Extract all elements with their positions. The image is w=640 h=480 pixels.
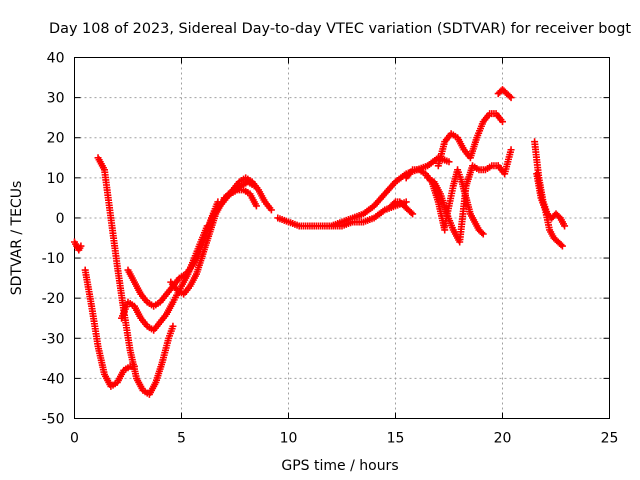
data-point-marker — [390, 199, 398, 207]
data-point-marker — [407, 209, 415, 217]
y-tick-label: 30 — [47, 91, 65, 107]
data-point-marker — [478, 229, 486, 237]
series-arc-5 — [124, 198, 222, 310]
data-point-marker — [409, 210, 417, 218]
data-point-marker — [267, 206, 275, 214]
y-tick-label: 10 — [47, 171, 65, 187]
y-tick-label: 20 — [47, 131, 65, 147]
data-point-marker — [445, 158, 453, 166]
plot-frame — [74, 57, 610, 419]
series-arc-19 — [533, 170, 566, 250]
y-tick-label: -50 — [42, 412, 65, 428]
data-point-marker — [558, 242, 566, 250]
y-axis-tick-labels: -50 -40 -30 -20 -10 0 10 20 30 40 — [42, 51, 65, 428]
series-arc-3 — [94, 154, 177, 398]
x-axis-tick-labels: 0 5 10 15 20 25 — [70, 431, 618, 447]
series-arc-17 — [494, 146, 515, 178]
y-tick-label: 0 — [56, 211, 65, 227]
data-point-marker — [506, 92, 514, 100]
x-axis-label: GPS time / hours — [281, 458, 398, 474]
data-point-marker — [169, 322, 177, 330]
data-point-marker — [479, 230, 487, 238]
y-tick-label: -30 — [42, 331, 65, 347]
series-arc-8 — [220, 186, 260, 210]
y-axis-label: SDTVAR / TECUs — [9, 181, 25, 296]
data-point-marker — [557, 241, 565, 249]
x-tick-label: 25 — [601, 431, 619, 447]
y-tick-label: 40 — [47, 51, 65, 67]
series-arc-15 — [424, 162, 502, 246]
axis-ticks — [74, 57, 610, 419]
y-tick-label: -20 — [42, 291, 65, 307]
x-tick-label: 15 — [387, 431, 405, 447]
x-tick-label: 5 — [177, 431, 186, 447]
data-point-marker — [499, 118, 506, 126]
chart-title: Day 108 of 2023, Sidereal Day-to-day VTE… — [49, 21, 632, 37]
y-tick-label: -40 — [42, 371, 65, 387]
series-arc-16 — [494, 86, 515, 102]
data-point-marker — [561, 222, 569, 230]
data-point-marker — [507, 94, 515, 102]
series-arc-11 — [387, 198, 417, 218]
series-arc-13 — [434, 110, 506, 170]
x-tick-label: 0 — [70, 431, 79, 447]
data-point-marker — [252, 202, 260, 210]
grid-lines — [74, 57, 610, 419]
x-tick-label: 10 — [280, 431, 298, 447]
x-tick-label: 20 — [494, 431, 512, 447]
y-tick-label: -10 — [42, 251, 65, 267]
data-points — [71, 86, 569, 398]
series-arc-1 — [71, 238, 85, 254]
data-point-marker — [77, 242, 85, 250]
data-point-marker — [507, 146, 515, 154]
